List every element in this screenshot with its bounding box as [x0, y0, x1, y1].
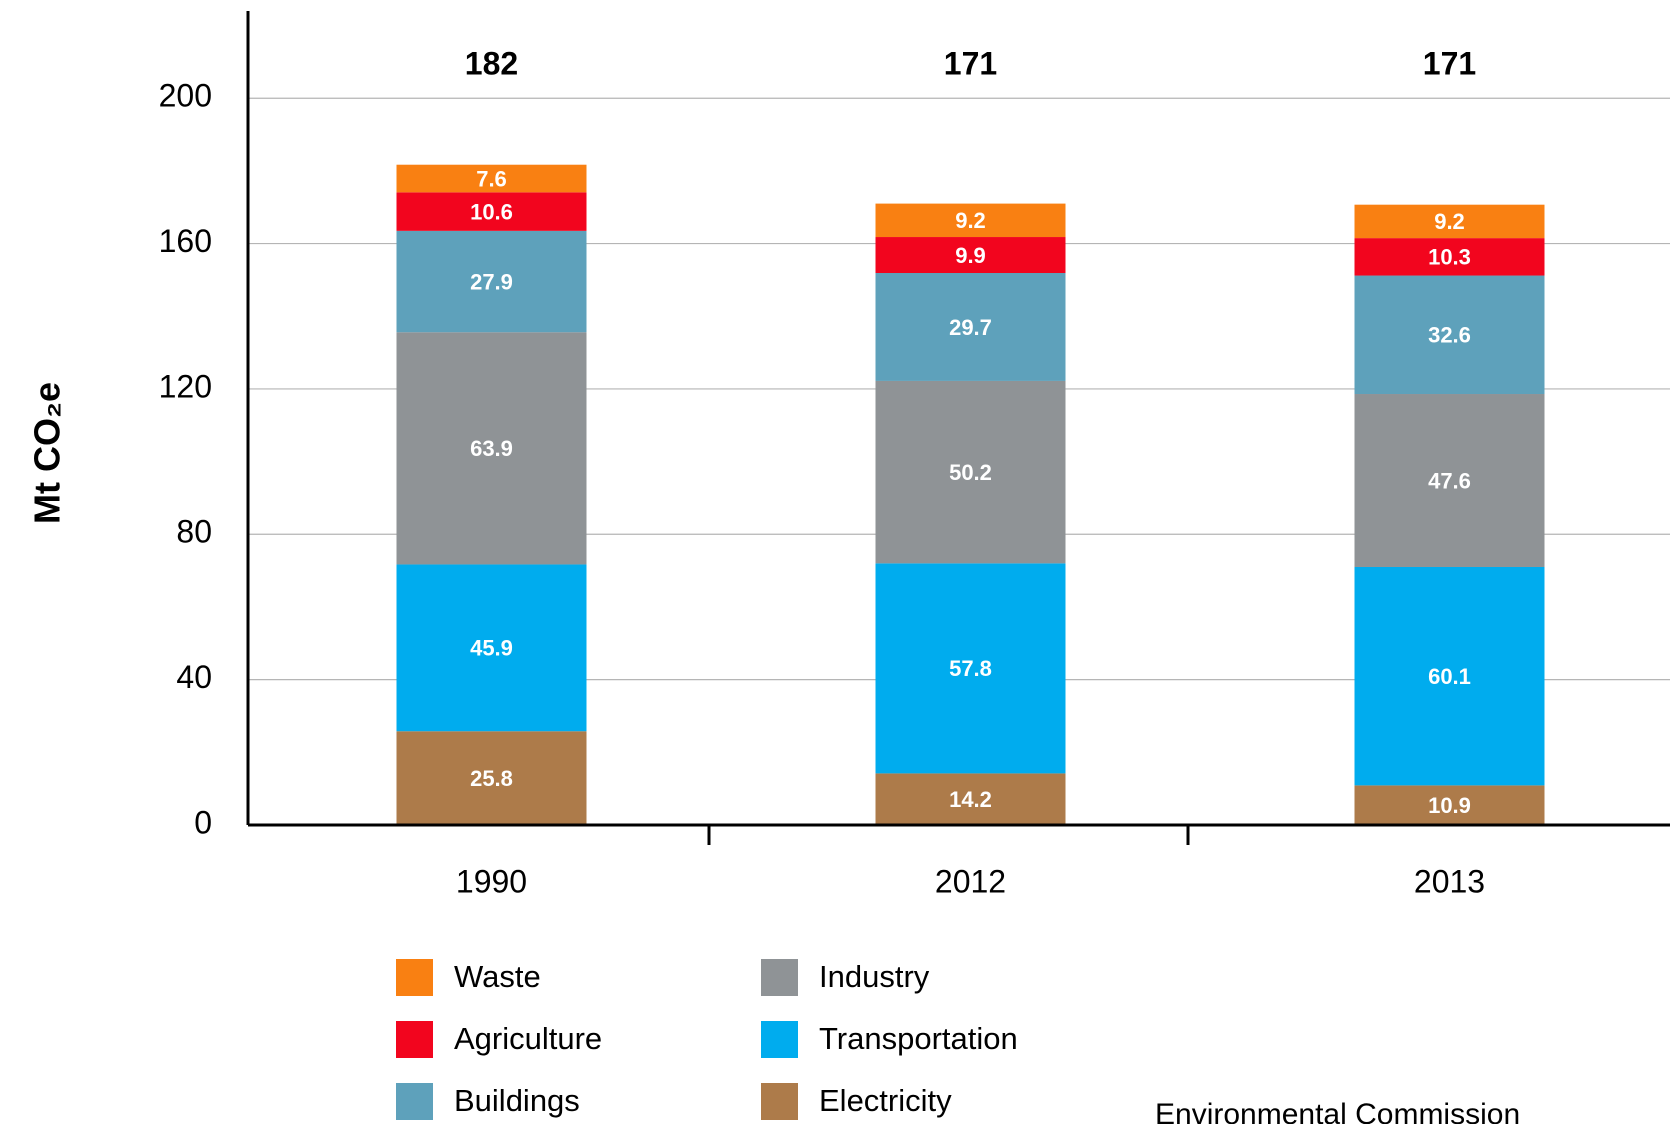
y-tick-label: 160: [159, 223, 212, 259]
bar-segment: [396, 564, 587, 732]
bar-segment: [1354, 566, 1545, 786]
bar-segment: [396, 164, 587, 193]
value-label: 63.9: [470, 436, 513, 461]
value-label: 47.6: [1428, 468, 1471, 493]
x-tick-label: 1990: [456, 863, 527, 899]
y-tick-label: 40: [176, 659, 212, 695]
legend-label: Electricity: [819, 1083, 952, 1118]
value-label: 10.9: [1428, 793, 1471, 818]
legend-swatch: [396, 959, 433, 996]
value-label: 14.2: [949, 787, 992, 812]
bar-segment: [875, 380, 1066, 564]
legend-label: Industry: [819, 959, 930, 994]
legend-label: Transportation: [819, 1021, 1018, 1056]
y-tick-label: 200: [159, 78, 212, 114]
source: Environmental Commission: [1155, 1098, 1520, 1124]
value-label: 29.7: [949, 315, 992, 340]
value-label: 60.1: [1428, 664, 1471, 689]
legend-swatch: [761, 1021, 798, 1058]
legend-label: Buildings: [454, 1083, 580, 1118]
bar-segment: [396, 332, 587, 565]
value-label: 10.3: [1428, 245, 1471, 270]
legend-swatch: [761, 1083, 798, 1120]
y-tick-label: 0: [194, 804, 212, 840]
bar-segment: [875, 237, 1066, 274]
bar-segment: [396, 192, 587, 231]
value-label: 10.6: [470, 199, 513, 224]
value-label: 27.9: [470, 269, 513, 294]
y-axis-label: Mt CO₂e: [27, 382, 68, 524]
value-label: 57.8: [949, 656, 992, 681]
bar-segment: [875, 773, 1066, 825]
value-label: 50.2: [949, 460, 992, 485]
value-label: 45.9: [470, 636, 513, 661]
x-tick-label: 2012: [935, 863, 1006, 899]
bar-segment: [1354, 238, 1545, 276]
y-tick-label: 120: [159, 368, 212, 404]
legend-label: Agriculture: [454, 1021, 602, 1056]
value-label: 25.8: [470, 766, 513, 791]
total-label: 182: [465, 45, 518, 81]
bar-segment: [875, 563, 1066, 774]
total-label: 171: [1423, 45, 1476, 81]
y-tick-label: 80: [176, 514, 212, 550]
bar-segment: [396, 731, 587, 825]
value-label: 7.6: [476, 166, 507, 191]
legend-swatch: [396, 1021, 433, 1058]
legend-swatch: [761, 959, 798, 996]
value-label: 9.9: [955, 243, 986, 268]
bar-segment: [875, 203, 1066, 238]
value-label: 9.2: [955, 208, 986, 233]
legend-swatch: [396, 1083, 433, 1120]
value-label: 9.2: [1434, 209, 1465, 234]
bar-segment: [1354, 785, 1545, 825]
bar-segment: [1354, 394, 1545, 567]
x-tick-label: 2013: [1414, 863, 1485, 899]
bar-segment: [875, 273, 1066, 381]
bar-segment: [396, 230, 587, 333]
legend-label: Waste: [454, 959, 541, 994]
total-label: 171: [944, 45, 997, 81]
bar-segment: [1354, 275, 1545, 395]
value-label: 32.6: [1428, 323, 1471, 348]
bar-segment: [1354, 204, 1545, 239]
